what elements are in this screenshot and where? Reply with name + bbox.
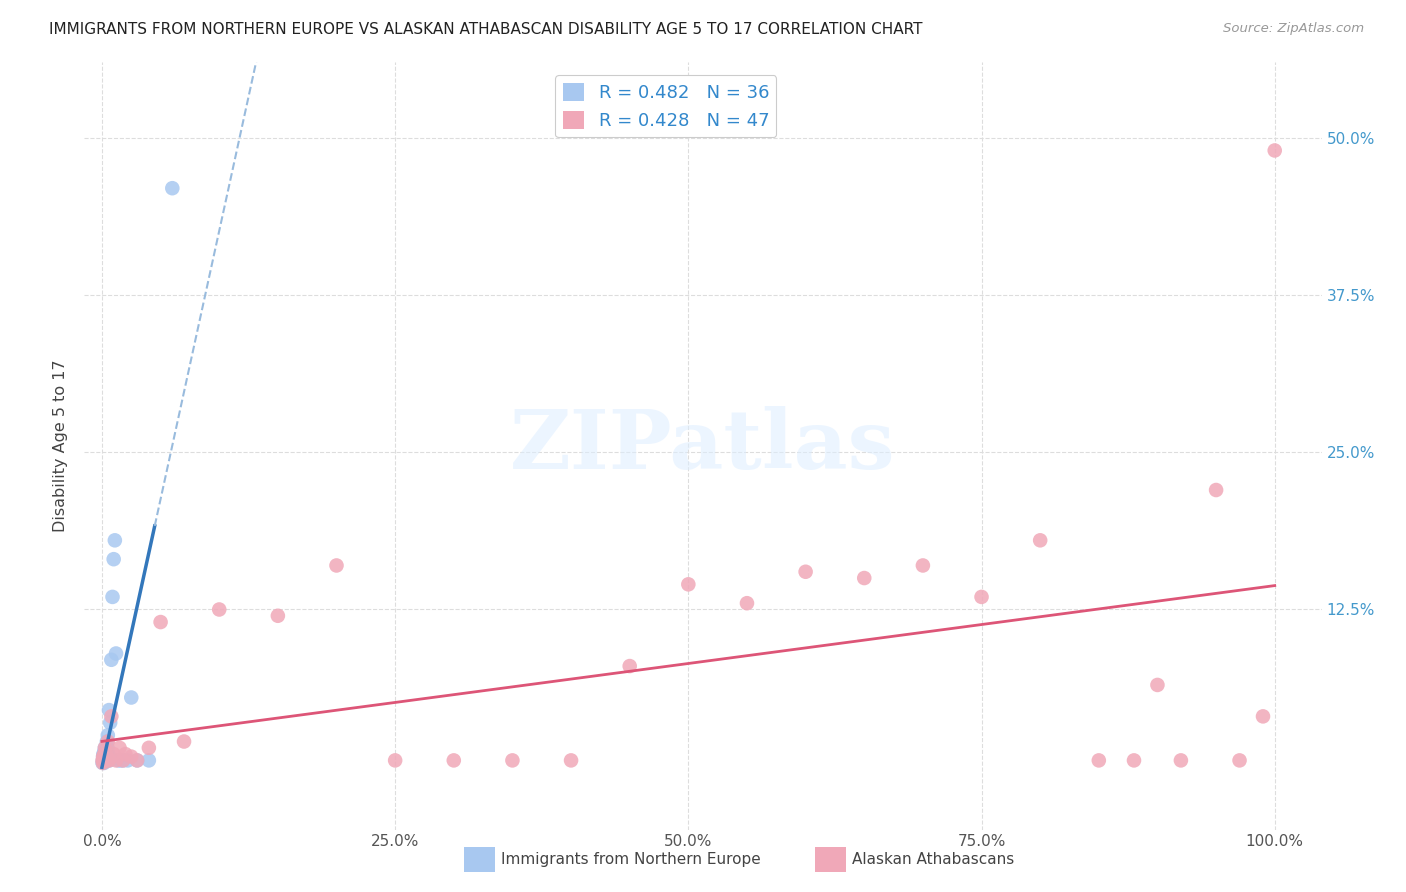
- Point: [1146, 678, 1168, 692]
- Point: [100, 653, 122, 667]
- Point: [103, 747, 125, 761]
- Point: [678, 577, 700, 591]
- Text: IMMIGRANTS FROM NORTHERN EUROPE VS ALASKAN ATHABASCAN DISABILITY AGE 5 TO 17 COR: IMMIGRANTS FROM NORTHERN EUROPE VS ALASK…: [49, 22, 922, 37]
- Point: [107, 753, 129, 767]
- Point: [104, 533, 127, 548]
- Point: [101, 590, 124, 604]
- Point: [325, 558, 347, 573]
- Point: [501, 753, 523, 767]
- Point: [100, 709, 122, 723]
- Y-axis label: Disability Age 5 to 17: Disability Age 5 to 17: [53, 359, 69, 533]
- Point: [94, 749, 117, 764]
- Point: [93, 753, 115, 767]
- Point: [93, 749, 115, 764]
- Point: [94, 753, 117, 767]
- Point: [98, 753, 121, 767]
- Point: [127, 753, 149, 767]
- Point: [96, 747, 118, 761]
- Point: [97, 728, 120, 742]
- Point: [114, 747, 136, 761]
- Text: Alaskan Athabascans: Alaskan Athabascans: [852, 853, 1014, 867]
- Point: [91, 753, 114, 767]
- Point: [208, 602, 231, 616]
- Point: [94, 753, 117, 767]
- Point: [853, 571, 876, 585]
- Point: [1229, 753, 1251, 767]
- Text: Source: ZipAtlas.com: Source: ZipAtlas.com: [1223, 22, 1364, 36]
- Point: [117, 753, 139, 767]
- Point: [138, 740, 160, 755]
- Point: [162, 181, 184, 195]
- Point: [911, 558, 934, 573]
- Point: [91, 756, 114, 770]
- Point: [96, 747, 118, 761]
- Point: [173, 734, 195, 748]
- Point: [98, 703, 121, 717]
- Point: [97, 740, 120, 755]
- Point: [105, 753, 128, 767]
- Text: ZIPatlas: ZIPatlas: [510, 406, 896, 486]
- Point: [93, 747, 115, 761]
- Point: [560, 753, 582, 767]
- Point: [98, 753, 121, 767]
- Point: [1088, 753, 1111, 767]
- Point: [1170, 753, 1192, 767]
- Point: [127, 753, 149, 767]
- Point: [149, 615, 172, 629]
- Point: [1264, 144, 1286, 158]
- Point: [93, 753, 115, 767]
- Point: [96, 734, 118, 748]
- Point: [110, 753, 132, 767]
- Point: [97, 734, 120, 748]
- Point: [1251, 709, 1274, 723]
- Point: [96, 749, 118, 764]
- Point: [94, 740, 117, 755]
- Legend: R = 0.482   N = 36, R = 0.428   N = 47: R = 0.482 N = 36, R = 0.428 N = 47: [555, 75, 776, 137]
- Text: Immigrants from Northern Europe: Immigrants from Northern Europe: [501, 853, 761, 867]
- Point: [1123, 753, 1146, 767]
- Point: [94, 740, 117, 755]
- Point: [91, 749, 114, 764]
- Point: [94, 753, 117, 767]
- Point: [970, 590, 993, 604]
- Point: [103, 552, 125, 566]
- Point: [619, 659, 641, 673]
- Point: [120, 690, 142, 705]
- Point: [98, 715, 121, 730]
- Point: [384, 753, 406, 767]
- Point: [91, 753, 114, 767]
- Point: [96, 740, 118, 755]
- Point: [794, 565, 817, 579]
- Point: [735, 596, 758, 610]
- Point: [91, 749, 114, 764]
- Point: [96, 753, 118, 767]
- Point: [443, 753, 465, 767]
- Point: [93, 753, 115, 767]
- Point: [93, 745, 115, 759]
- Point: [1205, 483, 1227, 497]
- Point: [1029, 533, 1052, 548]
- Point: [93, 756, 115, 770]
- Point: [94, 747, 117, 761]
- Point: [97, 747, 120, 761]
- Point: [138, 753, 160, 767]
- Point: [120, 749, 142, 764]
- Point: [112, 753, 135, 767]
- Point: [108, 740, 131, 755]
- Point: [267, 608, 290, 623]
- Point: [93, 747, 115, 761]
- Point: [105, 647, 128, 661]
- Point: [94, 749, 117, 764]
- Point: [112, 753, 135, 767]
- Point: [91, 756, 114, 770]
